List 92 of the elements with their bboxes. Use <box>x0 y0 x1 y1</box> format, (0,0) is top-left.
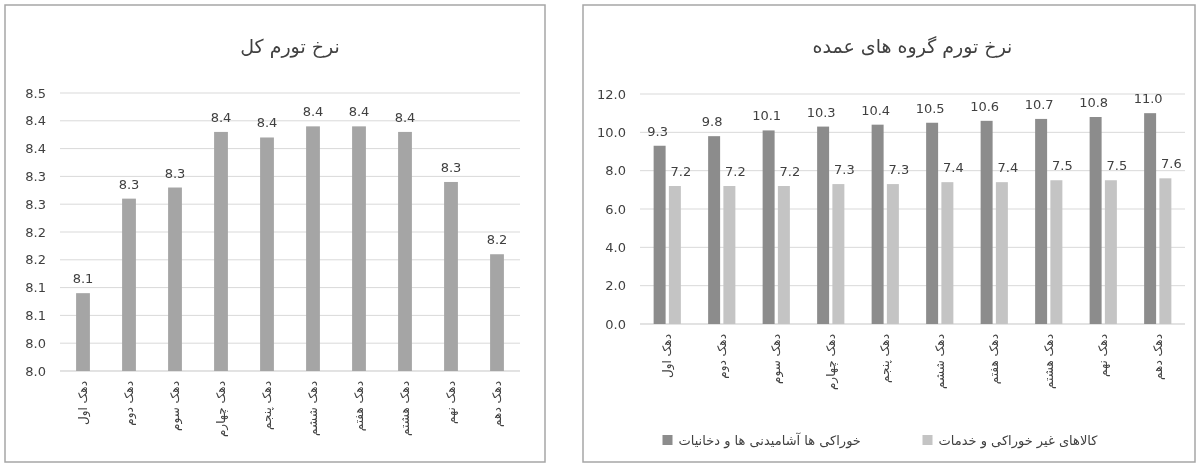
data-label: 10.5 <box>915 100 945 116</box>
bar <box>817 126 830 324</box>
data-label: 10.4 <box>861 102 891 118</box>
data-label: 9.3 <box>647 123 668 139</box>
x-tick-label: دهک پنجم <box>260 381 274 430</box>
y-tick-label: 8.4 <box>25 113 46 129</box>
data-label: 8.2 <box>486 232 508 248</box>
bar <box>926 122 939 324</box>
x-tick-label: دهک چهارم <box>214 381 229 438</box>
bar <box>871 124 884 324</box>
x-tick-label: دهک هفتم <box>987 334 1002 385</box>
x-tick-label: دهک اول <box>76 381 91 426</box>
y-tick-label: 4.0 <box>605 239 626 255</box>
x-tick-label: دهک دهم <box>490 381 504 427</box>
bar <box>762 130 775 324</box>
bar <box>995 182 1008 324</box>
y-tick-label: 8.0 <box>25 363 46 379</box>
bar <box>980 120 993 324</box>
bar <box>777 186 790 324</box>
x-tick-label: دهک دوم <box>714 334 730 379</box>
data-label: 8.3 <box>118 176 140 192</box>
bar <box>1104 180 1117 324</box>
data-label: 7.5 <box>1052 158 1073 174</box>
y-tick-label: 0.0 <box>605 316 626 332</box>
data-label: 8.4 <box>348 104 370 120</box>
bar <box>832 184 845 324</box>
data-label: 10.1 <box>752 108 782 124</box>
x-tick-label: دهک هشتم <box>398 381 412 436</box>
y-tick-label: 2.0 <box>605 278 626 294</box>
y-tick-label: 10.0 <box>597 124 626 140</box>
bar <box>1050 180 1063 324</box>
bar <box>668 186 681 324</box>
data-label: 11.0 <box>1133 91 1163 107</box>
bar <box>1089 117 1102 324</box>
bar <box>708 136 721 324</box>
x-tick-label: دهک دهم <box>1150 334 1165 380</box>
data-label: 7.6 <box>1161 156 1182 172</box>
data-label: 9.8 <box>701 114 723 130</box>
bar <box>941 182 954 324</box>
data-label: 7.2 <box>779 164 801 179</box>
y-tick-label: 6.0 <box>605 201 626 217</box>
x-tick-label: دهک نهم <box>444 381 458 425</box>
data-label: 8.4 <box>394 109 416 125</box>
data-label: 8.3 <box>440 159 462 175</box>
data-label: 7.2 <box>670 164 692 179</box>
y-tick-label: 8.1 <box>25 280 46 296</box>
data-label: 8.3 <box>164 165 186 181</box>
data-label: 10.7 <box>1024 96 1054 112</box>
y-tick-label: 8.1 <box>25 307 46 323</box>
bar <box>1159 178 1172 324</box>
y-tick-label: 8.0 <box>25 335 46 351</box>
x-tick-label: دهک پنجم <box>878 334 893 383</box>
x-tick-label: دهک سوم <box>769 334 785 384</box>
y-tick-label: 8.3 <box>25 196 46 212</box>
x-tick-label: دهک هشتم <box>1041 334 1056 389</box>
data-label: 8.1 <box>72 271 94 287</box>
bar <box>886 184 899 324</box>
x-tick-label: دهک دوم <box>122 381 137 426</box>
x-tick-label: دهک اول <box>660 334 676 379</box>
bar <box>1144 113 1157 324</box>
data-label: 7.2 <box>725 164 746 179</box>
data-label: 7.3 <box>888 162 910 178</box>
y-tick-label: 8.5 <box>25 85 46 101</box>
bar <box>1035 118 1048 324</box>
data-label: 10.3 <box>806 104 836 120</box>
legend-label: کالاهای غیر خوراکی و خدمات <box>938 432 1099 449</box>
y-tick-label: 8.3 <box>25 168 46 184</box>
y-tick-label: 8.4 <box>25 141 46 157</box>
x-tick-label: دهک ششم <box>306 381 320 436</box>
x-tick-label: دهک چهارم <box>823 334 839 391</box>
x-tick-label: دهک ششم <box>932 334 947 389</box>
y-tick-label: 8.2 <box>25 224 46 240</box>
x-tick-label: دهک نهم <box>1096 334 1111 378</box>
data-label: 8.4 <box>210 109 232 125</box>
bar <box>723 186 736 324</box>
bar <box>653 145 666 324</box>
data-label: 10.8 <box>1079 95 1109 110</box>
y-tick-label: 12.0 <box>597 86 626 102</box>
data-label: 10.6 <box>970 98 1000 114</box>
data-label: 7.4 <box>997 160 1019 176</box>
y-tick-label: 8.0 <box>605 163 626 179</box>
data-label: 8.4 <box>302 104 324 120</box>
chart-title: نرخ تورم گروه های عمده <box>812 35 1013 58</box>
y-tick-label: 8.2 <box>25 252 46 268</box>
chart-title: نرخ تورم کل <box>240 35 340 58</box>
x-tick-label: دهک سوم <box>168 381 183 431</box>
x-tick-label: دهک هفتم <box>352 381 366 432</box>
data-label: 8.4 <box>256 115 278 131</box>
data-label: 7.4 <box>943 160 964 176</box>
data-label: 7.3 <box>834 162 855 178</box>
legend-label: خوراکی ها آشامیدنی ها و دخانیات <box>678 431 861 449</box>
data-label: 7.5 <box>1106 158 1128 174</box>
